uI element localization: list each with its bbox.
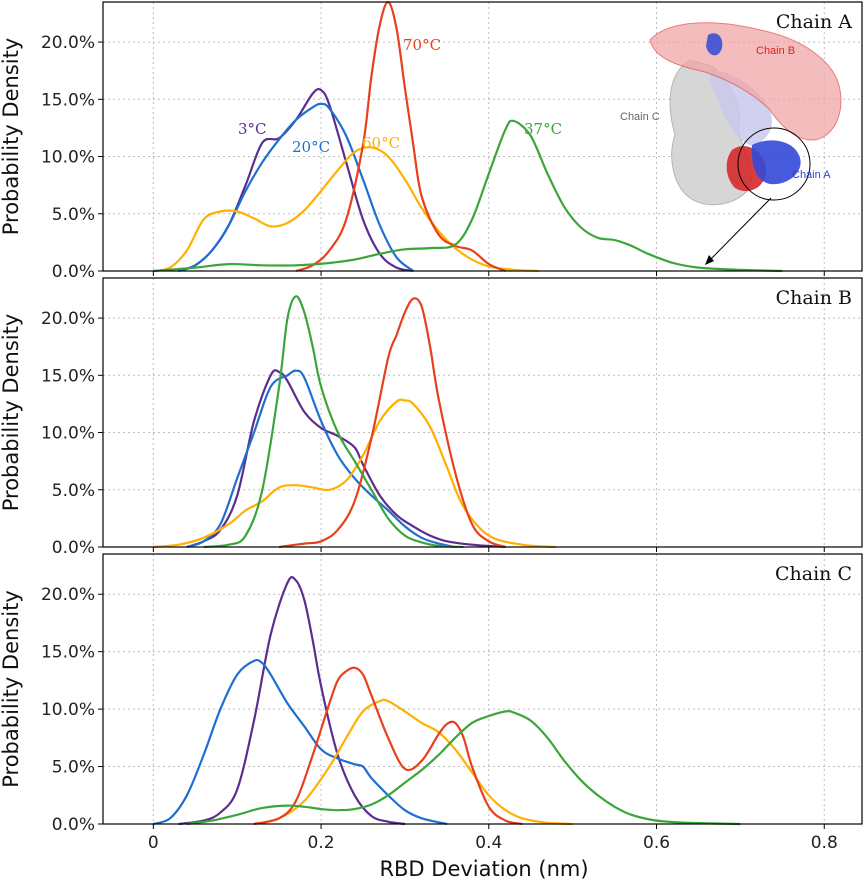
series-line-3c — [186, 369, 506, 549]
protein-structure-inset: Chain B Chain C Chain A — [620, 22, 842, 265]
chain-a-top-highlight — [706, 33, 723, 56]
series-annotation: 70°C — [403, 36, 441, 54]
y-tick-label: 15.0% — [41, 366, 95, 386]
series-annotation: 20°C — [292, 138, 330, 156]
series-line-37c — [153, 119, 783, 273]
plot-frame — [102, 1, 863, 272]
y-axis-label: Probability Density — [0, 590, 23, 788]
y-tick-label: 0.0% — [52, 538, 95, 558]
rbd-blue-structure — [751, 140, 801, 185]
inset-chain-label: Chain A — [792, 169, 831, 181]
y-tick-label: 20.0% — [41, 309, 95, 329]
y-tick-label: 10.0% — [41, 700, 95, 720]
series-line-60c — [153, 398, 556, 549]
series-line-60c — [153, 146, 540, 273]
panel-title: Chain B — [776, 287, 852, 309]
plot-frame — [102, 553, 863, 825]
y-tick-label: 5.0% — [52, 758, 95, 778]
series-line-20c — [186, 369, 456, 549]
panel-2: 0.0% 5.0% 10.0% 15.0% 20.0% Probability Densi… — [0, 277, 863, 558]
series-line-20c — [178, 102, 414, 273]
x-tick-label: 0.6 — [643, 833, 670, 853]
y-axis-label: Probability Density — [0, 314, 23, 512]
x-tick-label: 0.2 — [308, 833, 335, 853]
series-line-70c — [278, 297, 506, 549]
panel-1: 0.0% 5.0% 10.0% 15.0% 20.0% Probability Densi… — [0, 0, 863, 282]
series-annotation: 37°C — [524, 120, 562, 138]
y-tick-label: 20.0% — [41, 33, 95, 53]
x-tick-label: 0.8 — [811, 833, 838, 853]
y-tick-label: 5.0% — [52, 205, 95, 225]
y-tick-label: 0.0% — [52, 262, 95, 282]
series-line-70c — [253, 666, 523, 826]
plot-frame — [102, 277, 863, 548]
panels-group: 0.0% 5.0% 10.0% 15.0% 20.0% Probability Densi… — [0, 0, 863, 853]
series-line-37c — [203, 295, 464, 549]
inset-arrow-head — [705, 255, 714, 265]
y-tick-label: 20.0% — [41, 585, 95, 605]
y-tick-label: 10.0% — [41, 148, 95, 168]
inset-chain-label: Chain B — [756, 45, 795, 57]
y-tick-label: 10.0% — [41, 424, 95, 444]
inset-arrow-line — [707, 197, 772, 263]
y-tick-label: 15.0% — [41, 643, 95, 663]
series-annotation: 60°C — [362, 134, 400, 152]
series-line-37c — [186, 709, 741, 826]
panel-title: Chain A — [776, 11, 852, 33]
x-tick-label: 0.4 — [475, 833, 502, 853]
series-line-60c — [253, 698, 573, 826]
chain-a-upper-structure — [709, 70, 772, 146]
y-axis-label: Probability Density — [0, 38, 23, 236]
y-tick-label: 0.0% — [52, 815, 95, 835]
series-line-3c — [178, 87, 414, 273]
panel-title: Chain C — [775, 563, 852, 585]
series-line-20c — [152, 658, 448, 826]
rbd-highlight-circle — [737, 127, 811, 201]
series-line-70c — [295, 0, 507, 273]
x-tick-label: 0 — [148, 833, 159, 853]
series-annotation: 3°C — [238, 120, 267, 138]
y-tick-label: 5.0% — [52, 481, 95, 501]
x-axis-label: RBD Deviation (nm) — [379, 857, 588, 881]
y-tick-label: 15.0% — [41, 90, 95, 110]
chain-b-structure — [649, 22, 842, 141]
inset-chain-label: Chain C — [620, 111, 660, 123]
panel-3: 0.0% 5.0% 10.0% 15.0% 20.0% 0 0.2 0.4 0.6 0.8 Prob… — [0, 553, 863, 853]
series-line-3c — [178, 576, 406, 826]
